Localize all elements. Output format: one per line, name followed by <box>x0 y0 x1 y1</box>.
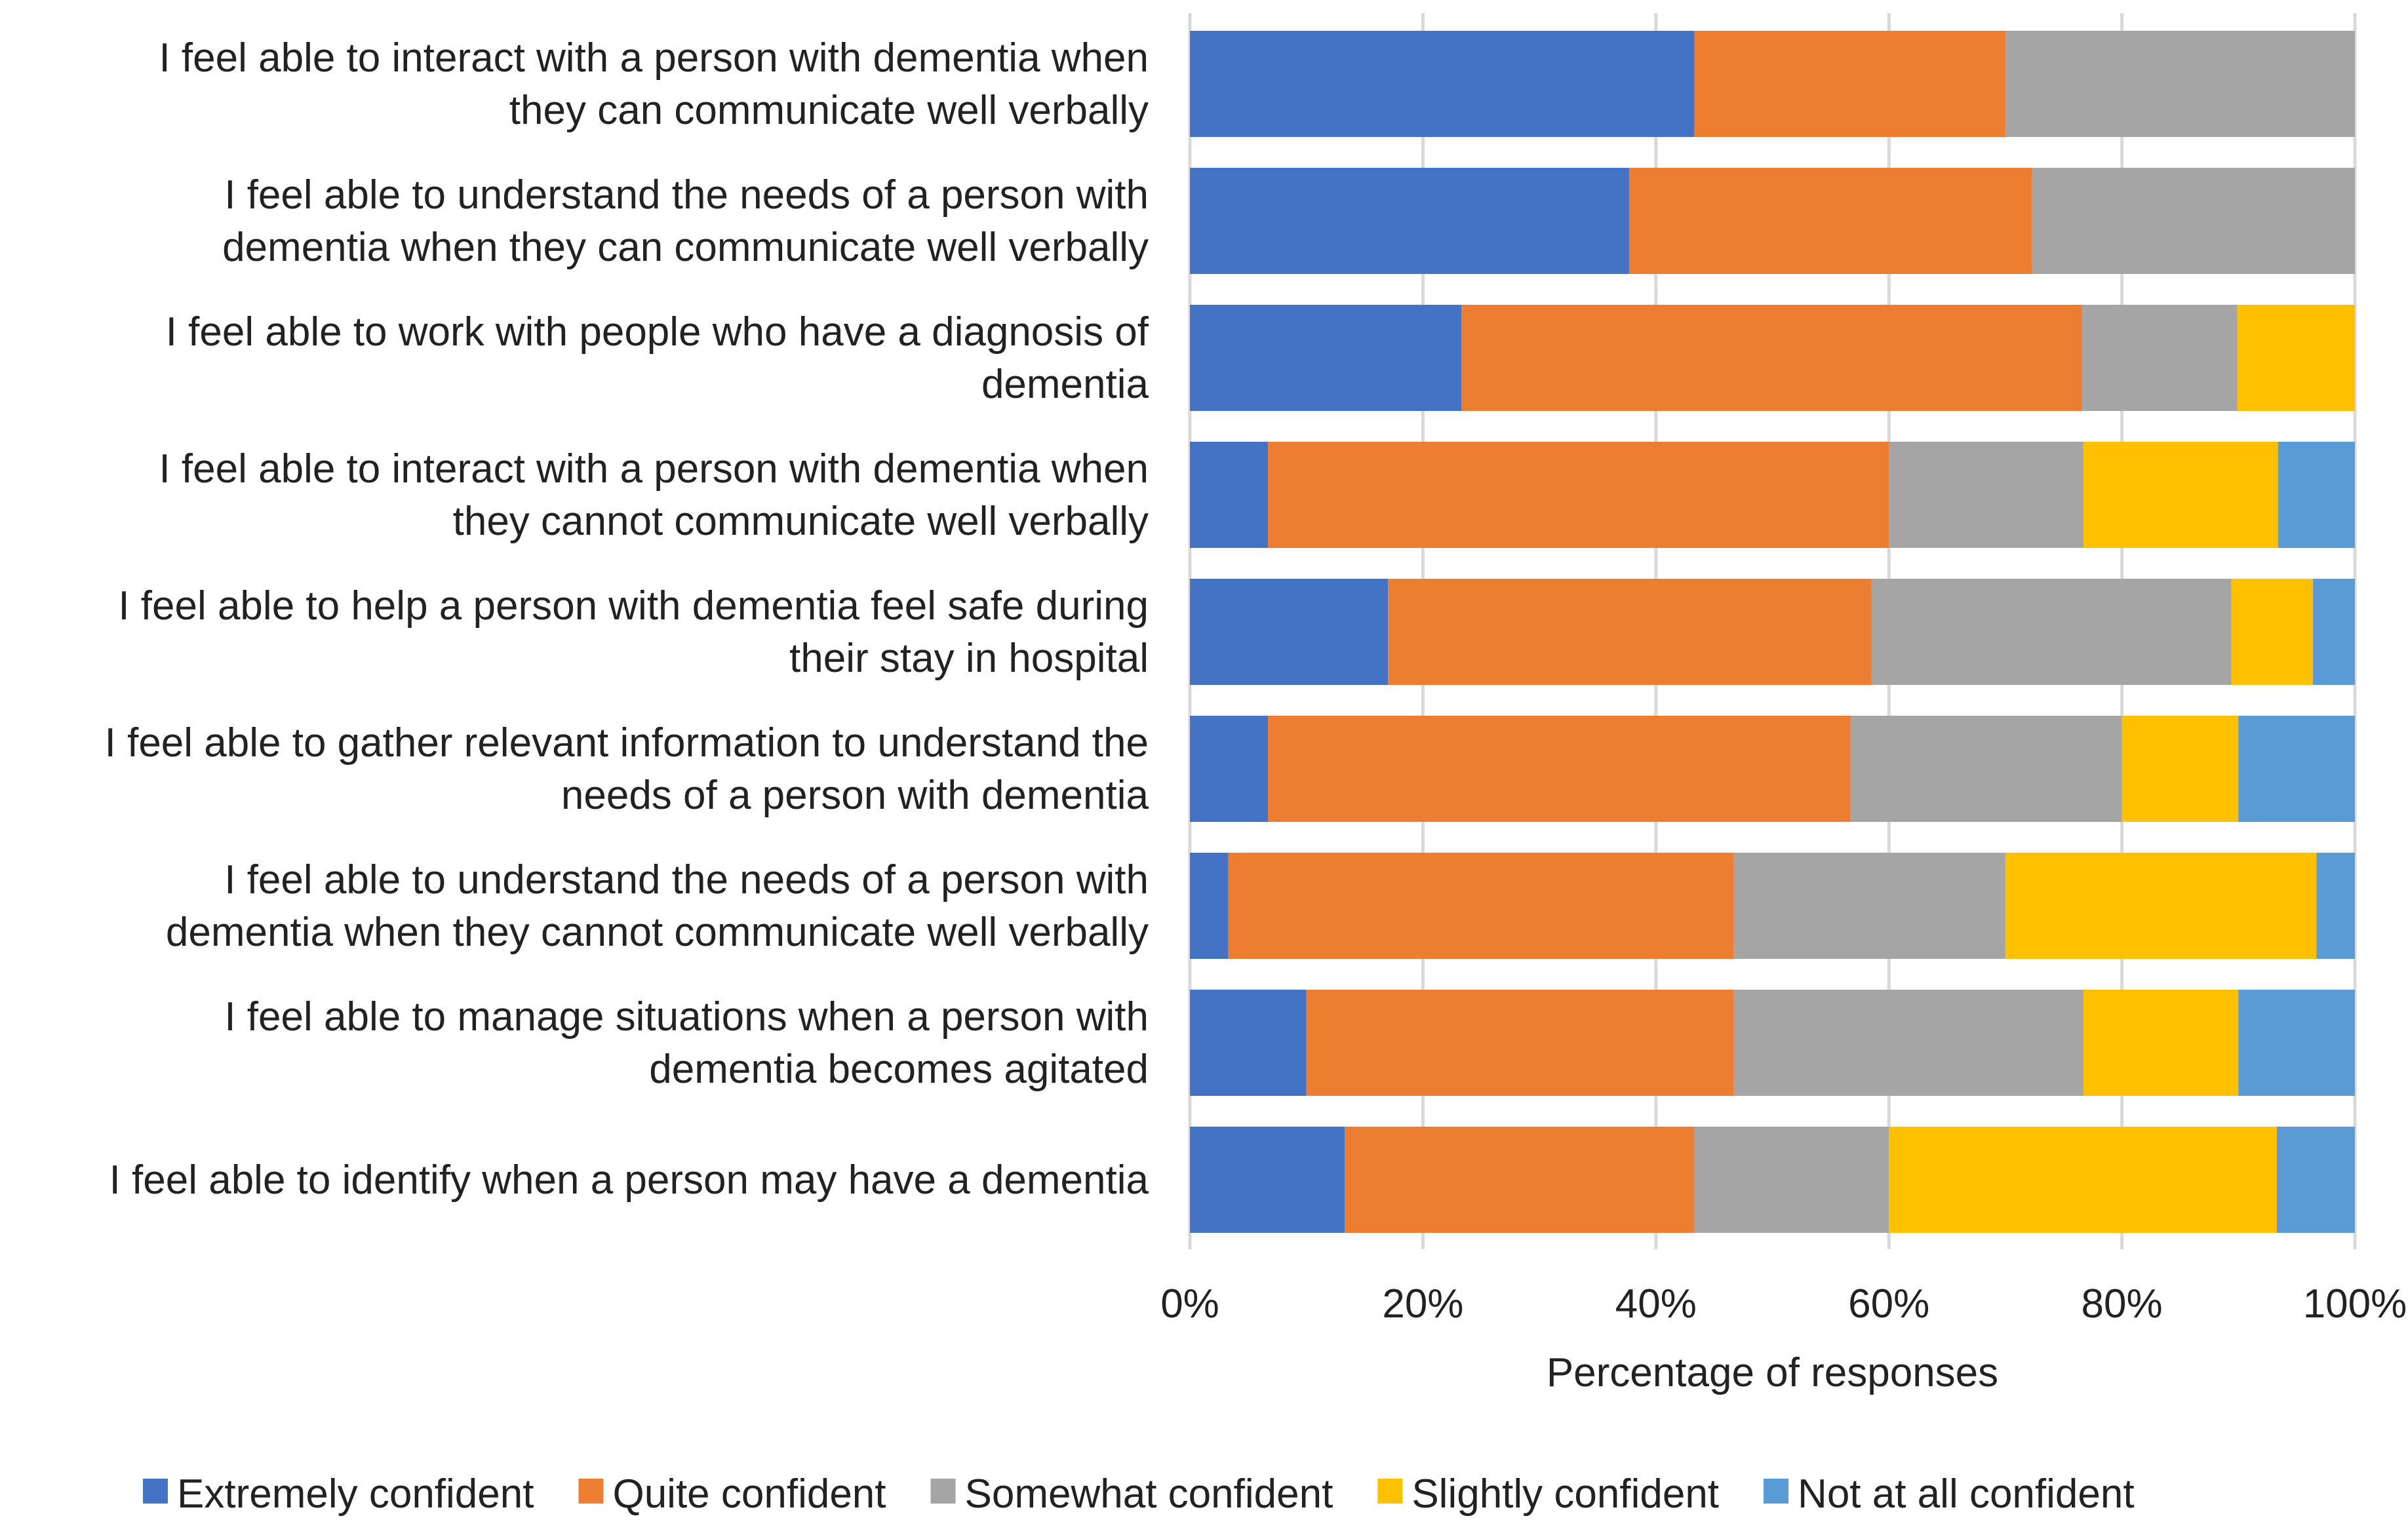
x-tick-label: 100% <box>2303 1281 2407 1327</box>
legend-label: Extremely confident <box>177 1471 534 1517</box>
bar-segment <box>1628 168 2032 274</box>
category-label: their stay in hospital <box>789 636 1149 681</box>
bar-segment <box>2316 853 2355 959</box>
bar-segment <box>2082 305 2238 411</box>
bar-segment <box>2238 990 2355 1096</box>
bar-segment <box>1694 1127 1889 1233</box>
category-label: dementia <box>981 362 1149 407</box>
x-tick-label: 40% <box>1615 1281 1697 1327</box>
bar-segment <box>2122 716 2239 822</box>
bar-segments <box>1190 31 2355 1233</box>
bar-segment <box>1268 716 1851 822</box>
bar-segment <box>2231 579 2314 685</box>
bar-segment <box>1461 305 2083 411</box>
bar-segment <box>1228 853 1734 959</box>
bar-segment <box>1190 1127 1345 1233</box>
bar-segment <box>1190 579 1389 685</box>
bar-segment <box>1190 990 1307 1096</box>
bar-segment <box>1306 990 1734 1096</box>
x-tick-label: 0% <box>1160 1281 1219 1327</box>
x-tick-label: 20% <box>1382 1281 1463 1327</box>
bar-segment <box>1190 305 1462 411</box>
category-label: needs of a person with dementia <box>561 773 1149 818</box>
x-axis-title: Percentage of responses <box>1547 1350 1998 1395</box>
bar-segment <box>1850 716 2122 822</box>
bar-segment <box>1268 442 1889 548</box>
x-axis-ticks: 0% 20% 40% 60% 80% 100% <box>1160 1281 2407 1327</box>
legend-swatch <box>1377 1479 1403 1504</box>
bar-segment <box>2032 168 2355 274</box>
category-label: I feel able to identify when a person ma… <box>109 1157 1149 1203</box>
bar-segment <box>2005 31 2355 137</box>
bar-segment <box>2083 442 2278 548</box>
bar-segment <box>1345 1127 1695 1233</box>
bar-segment <box>2278 442 2355 548</box>
bar-segment <box>1889 442 2083 548</box>
legend-swatch <box>143 1479 168 1504</box>
legend-label: Not at all confident <box>1798 1471 2135 1517</box>
category-labels: I feel able to interact with a person wi… <box>105 35 1149 1203</box>
bar-segment <box>1190 168 1629 274</box>
legend-label: Quite confident <box>612 1471 886 1517</box>
category-label: I feel able to interact with a person wi… <box>159 35 1149 81</box>
bar-segment <box>2083 990 2239 1096</box>
category-label: they cannot communicate well verbally <box>453 499 1149 544</box>
legend-swatch <box>1764 1479 1789 1504</box>
category-label: I feel able to interact with a person wi… <box>159 446 1149 492</box>
bar-segment <box>1190 442 1269 548</box>
category-label: they can communicate well verbally <box>509 88 1149 133</box>
bar-segment <box>2005 853 2317 959</box>
bar-segment <box>2313 579 2355 685</box>
bar-segment <box>2237 305 2355 411</box>
bar-segment <box>1388 579 1872 685</box>
legend-swatch <box>930 1479 956 1504</box>
category-label: dementia when they can communicate well … <box>222 225 1149 270</box>
legend-swatch <box>578 1479 604 1504</box>
bar-segment <box>2238 716 2355 822</box>
category-label: I feel able to work with people who have… <box>166 309 1149 355</box>
bar-segment <box>1733 853 2005 959</box>
x-tick-label: 60% <box>1848 1281 1929 1327</box>
legend: Extremely confident Quite confident Somewh… <box>143 1471 2135 1517</box>
bar-segment <box>1733 990 2083 1096</box>
bar-segment <box>1190 853 1229 959</box>
category-label: I feel able to help a person with dement… <box>118 583 1149 629</box>
category-label: dementia becomes agitated <box>649 1047 1149 1092</box>
legend-label: Slightly confident <box>1411 1471 1719 1517</box>
category-label: I feel able to gather relevant informati… <box>105 720 1149 766</box>
category-label: dementia when they cannot communicate we… <box>166 910 1149 955</box>
legend-label: Somewhat confident <box>965 1471 1333 1517</box>
bar-segment <box>1190 716 1269 822</box>
bar-segment <box>2276 1127 2355 1233</box>
category-label: I feel able to understand the needs of a… <box>224 857 1149 903</box>
x-tick-label: 80% <box>2082 1281 2163 1327</box>
bar-segment <box>1871 579 2232 685</box>
category-label: I feel able to manage situations when a … <box>224 994 1149 1040</box>
category-label: I feel able to understand the needs of a… <box>224 172 1149 218</box>
bar-segment <box>1694 31 2005 137</box>
bar-segment <box>1889 1127 2277 1233</box>
bar-segment <box>1190 31 1695 137</box>
